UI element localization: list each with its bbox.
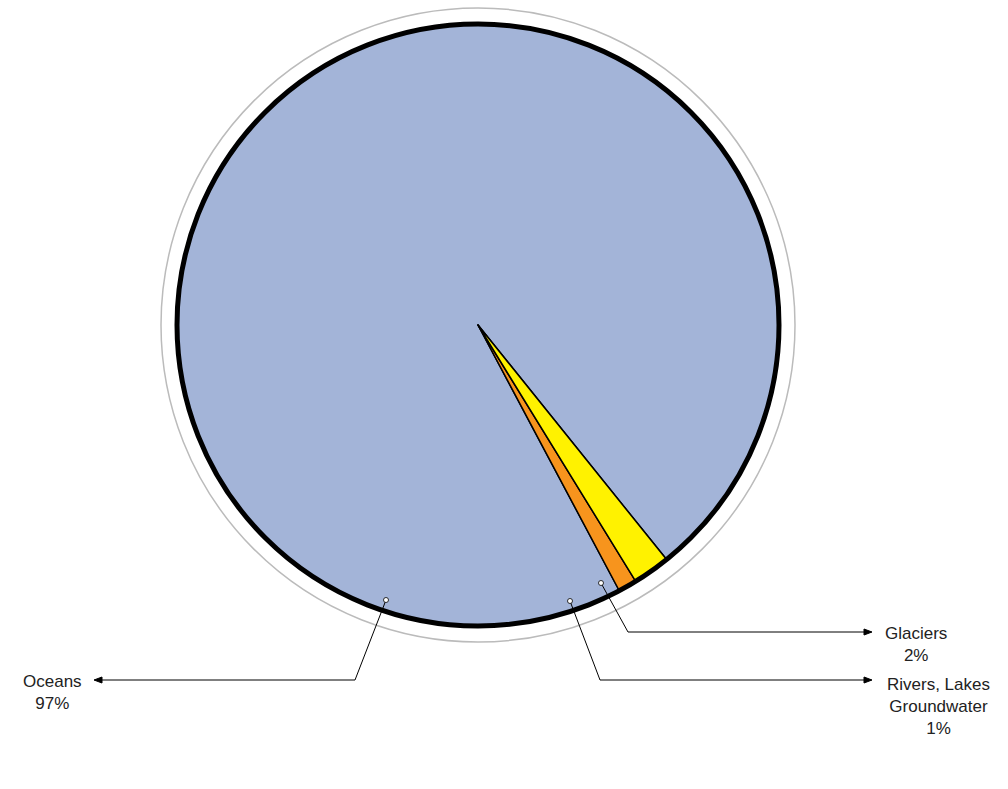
- svg-text:Glaciers2%: Glaciers2%: [885, 624, 947, 665]
- svg-text:Rivers, LakesGroundwater1%: Rivers, LakesGroundwater1%: [887, 675, 990, 738]
- svg-text:Oceans97%: Oceans97%: [23, 672, 82, 713]
